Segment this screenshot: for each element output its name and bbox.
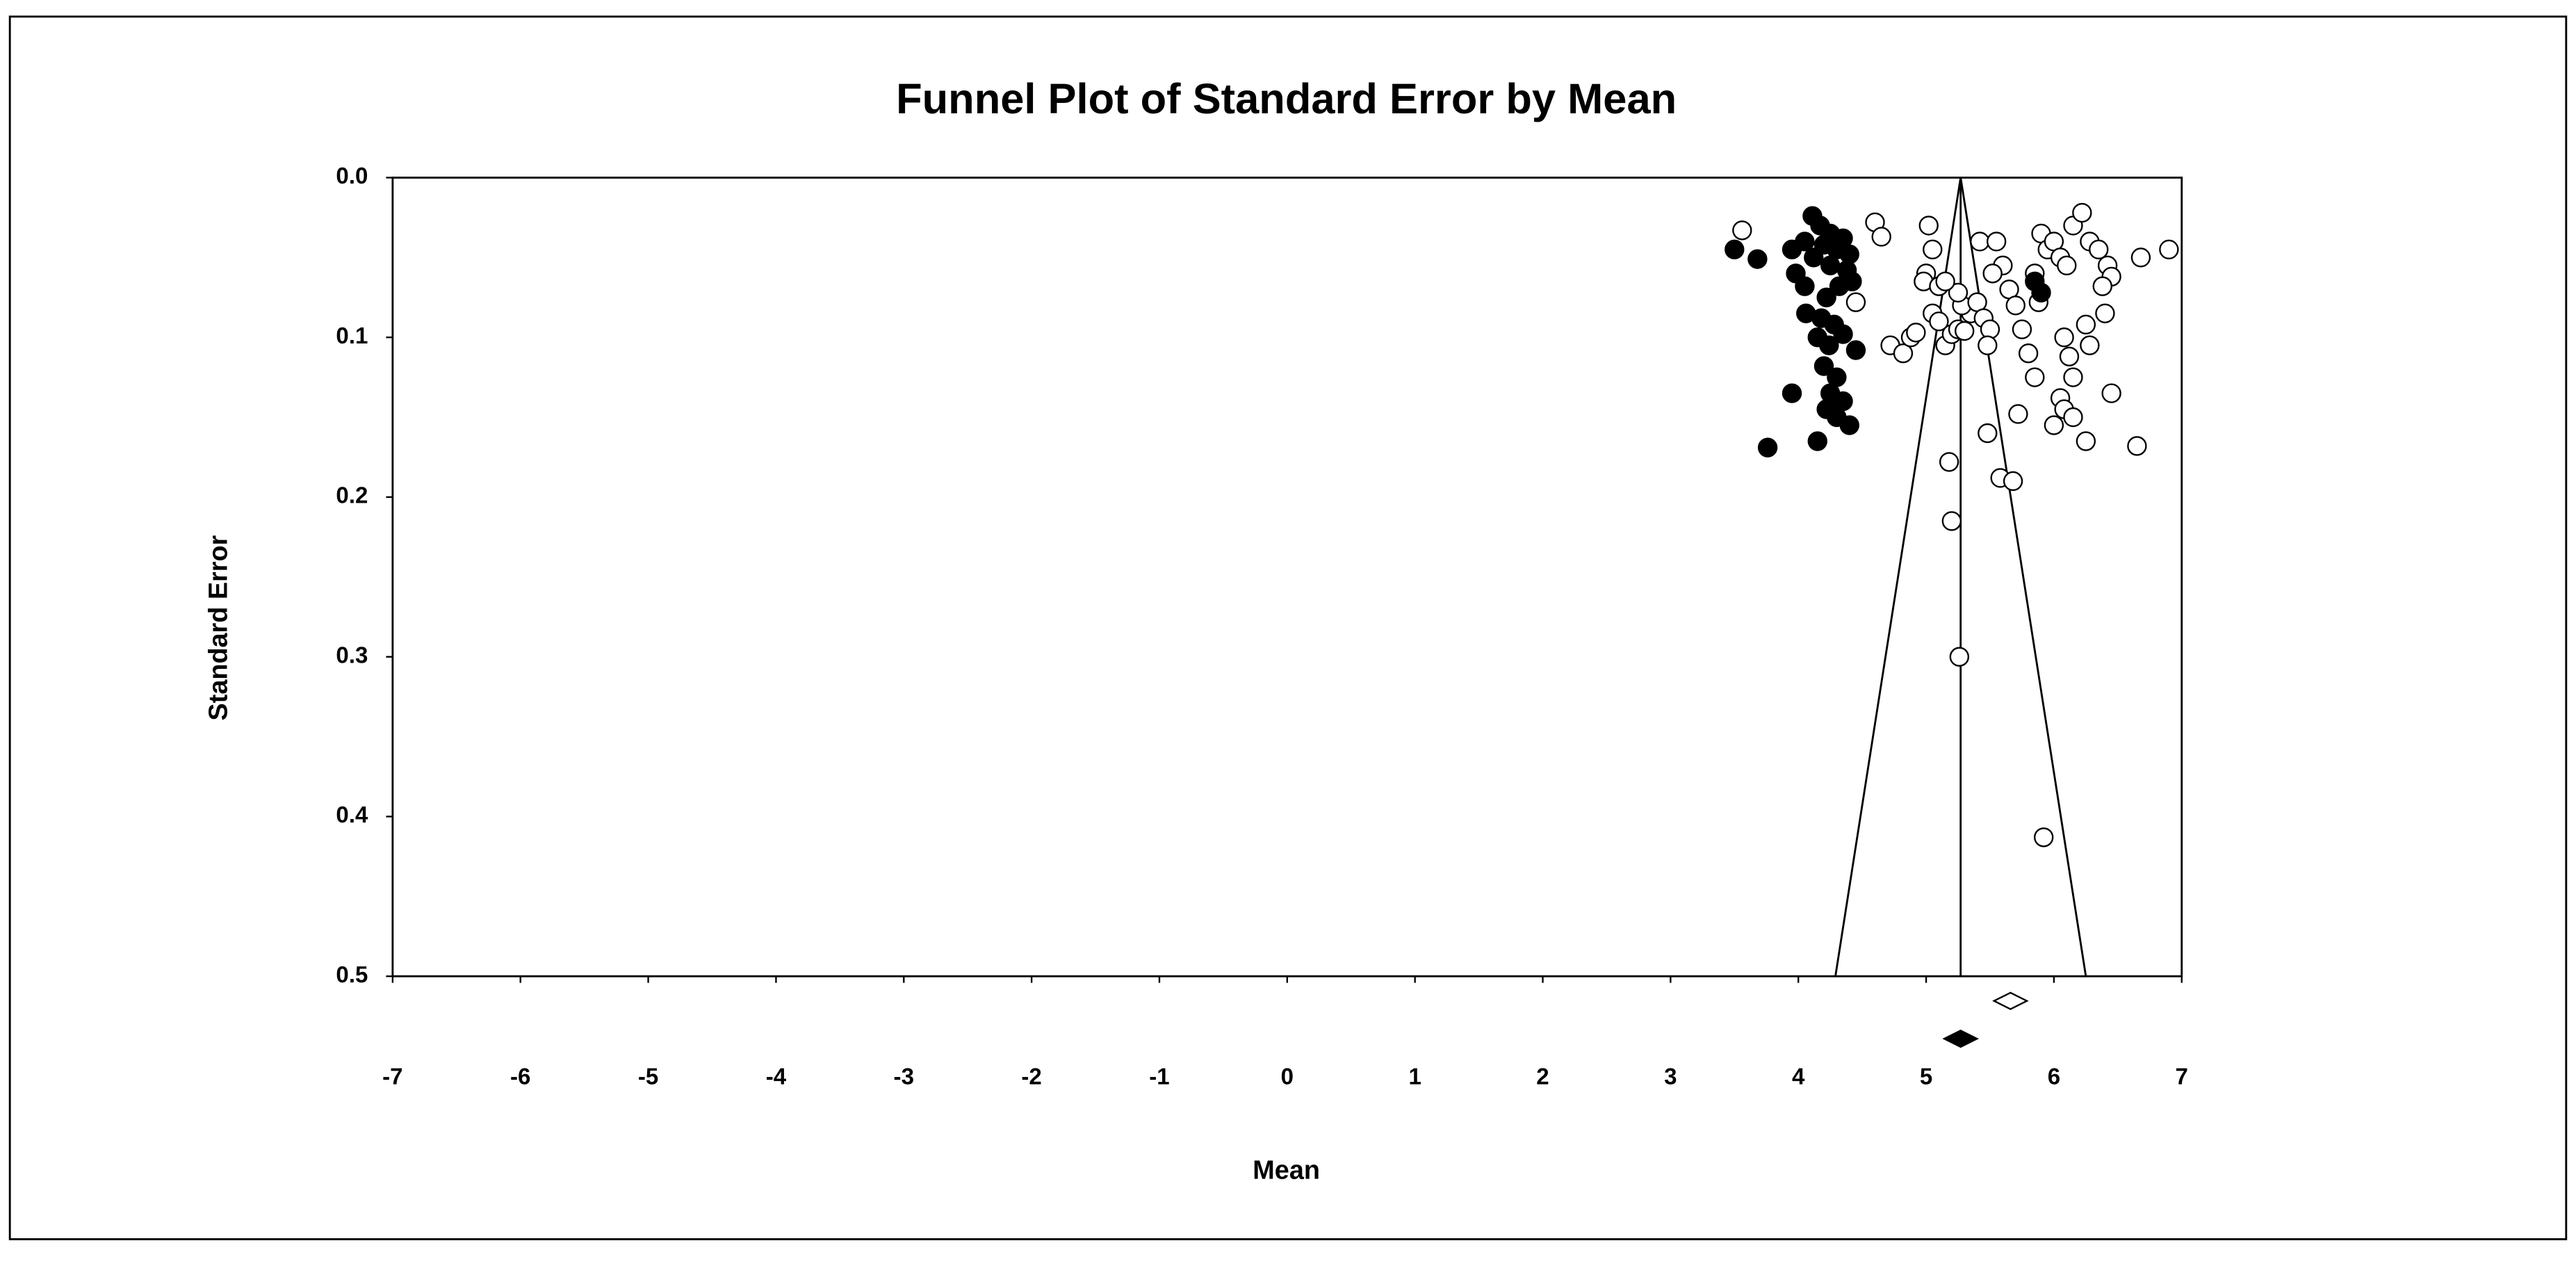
data-point bbox=[1978, 423, 1998, 444]
data-point bbox=[1941, 511, 1962, 531]
data-point bbox=[2003, 471, 2023, 492]
data-point bbox=[1949, 647, 1970, 667]
data-point bbox=[1804, 248, 1824, 268]
data-point bbox=[2076, 314, 2096, 335]
data-point bbox=[2092, 276, 2112, 296]
data-point bbox=[1747, 249, 1768, 269]
data-point bbox=[1845, 340, 1866, 360]
data-point bbox=[2127, 436, 2147, 456]
data-point bbox=[1813, 356, 1834, 376]
data-point bbox=[1845, 292, 1866, 312]
data-point bbox=[1782, 383, 1802, 403]
x-tick-label: 7 bbox=[2176, 1064, 2188, 1089]
data-point bbox=[1978, 335, 1998, 355]
data-point bbox=[2034, 827, 2054, 848]
data-point bbox=[1929, 311, 1949, 332]
data-point bbox=[1955, 321, 1975, 341]
data-point bbox=[1970, 232, 1990, 252]
y-tick-label: 0.1 bbox=[336, 323, 368, 349]
y-tick-label: 0.2 bbox=[336, 483, 368, 509]
summary-diamond bbox=[1942, 1029, 1979, 1048]
data-point bbox=[2008, 404, 2028, 424]
x-tick-label: -5 bbox=[638, 1064, 658, 1089]
data-point bbox=[1839, 244, 1859, 264]
x-tick-label: 2 bbox=[1536, 1064, 1549, 1089]
data-point bbox=[1918, 216, 1939, 236]
data-point bbox=[2072, 202, 2092, 223]
y-tick-label: 0.0 bbox=[336, 163, 368, 189]
data-point bbox=[1820, 255, 1841, 276]
data-point bbox=[1829, 276, 1850, 296]
data-point bbox=[1819, 335, 1839, 355]
x-tick-label: 1 bbox=[1408, 1064, 1421, 1089]
data-point bbox=[1795, 276, 1815, 296]
data-point bbox=[2059, 346, 2080, 366]
x-tick-label: -6 bbox=[510, 1064, 530, 1089]
x-tick-label: 4 bbox=[1792, 1064, 1805, 1089]
data-point bbox=[2076, 431, 2096, 451]
x-tick-label: -2 bbox=[1021, 1064, 1041, 1089]
data-point bbox=[2095, 303, 2115, 323]
data-point bbox=[2031, 282, 2051, 303]
data-point bbox=[2018, 343, 2039, 364]
chart-title: Funnel Plot of Standard Error by Mean bbox=[896, 75, 1677, 123]
data-point bbox=[2005, 295, 2025, 316]
data-point bbox=[1948, 282, 1968, 303]
data-point bbox=[2063, 407, 2083, 428]
x-tick-label: 3 bbox=[1664, 1064, 1677, 1089]
data-point bbox=[1939, 452, 1959, 472]
outer-border bbox=[8, 15, 2568, 1240]
data-point bbox=[1725, 239, 1745, 260]
data-point bbox=[2057, 255, 2077, 276]
data-point bbox=[2130, 248, 2151, 268]
data-point bbox=[1935, 271, 1955, 291]
data-point bbox=[2089, 239, 2109, 260]
y-tick-label: 0.4 bbox=[336, 802, 368, 828]
x-tick-label: -1 bbox=[1149, 1064, 1169, 1089]
data-point bbox=[2025, 367, 2045, 387]
y-tick-label: 0.5 bbox=[336, 962, 368, 988]
data-point bbox=[2012, 319, 2032, 339]
data-point bbox=[2054, 327, 2074, 348]
x-tick-label: -3 bbox=[894, 1064, 914, 1089]
data-point bbox=[2063, 367, 2083, 387]
data-point bbox=[1982, 264, 2003, 284]
data-point bbox=[1782, 239, 1802, 260]
data-point bbox=[1893, 343, 1914, 364]
data-point bbox=[1757, 437, 1778, 457]
summary-diamond bbox=[1992, 991, 2029, 1010]
data-point bbox=[2101, 383, 2121, 403]
x-tick-label: 6 bbox=[2048, 1064, 2060, 1089]
data-point bbox=[1923, 239, 1943, 260]
y-axis-label: Standard Error bbox=[204, 535, 234, 720]
data-point bbox=[2080, 335, 2100, 355]
data-point bbox=[1816, 287, 1836, 307]
data-point bbox=[1906, 323, 1926, 343]
data-point bbox=[1839, 415, 1859, 435]
y-tick-label: 0.3 bbox=[336, 642, 368, 668]
x-tick-label: 5 bbox=[1920, 1064, 1932, 1089]
x-tick-label: -7 bbox=[382, 1064, 402, 1089]
data-point bbox=[2044, 415, 2064, 435]
data-point bbox=[1732, 220, 1752, 241]
x-tick-label: 0 bbox=[1281, 1064, 1294, 1089]
data-point bbox=[2159, 239, 2179, 260]
data-point bbox=[1980, 319, 2000, 339]
data-point bbox=[1833, 324, 1853, 344]
data-point bbox=[1871, 227, 1891, 247]
x-axis-label: Mean bbox=[1253, 1156, 1320, 1185]
data-point bbox=[1986, 232, 2007, 252]
data-point bbox=[1807, 431, 1827, 451]
x-tick-label: -4 bbox=[766, 1064, 787, 1089]
